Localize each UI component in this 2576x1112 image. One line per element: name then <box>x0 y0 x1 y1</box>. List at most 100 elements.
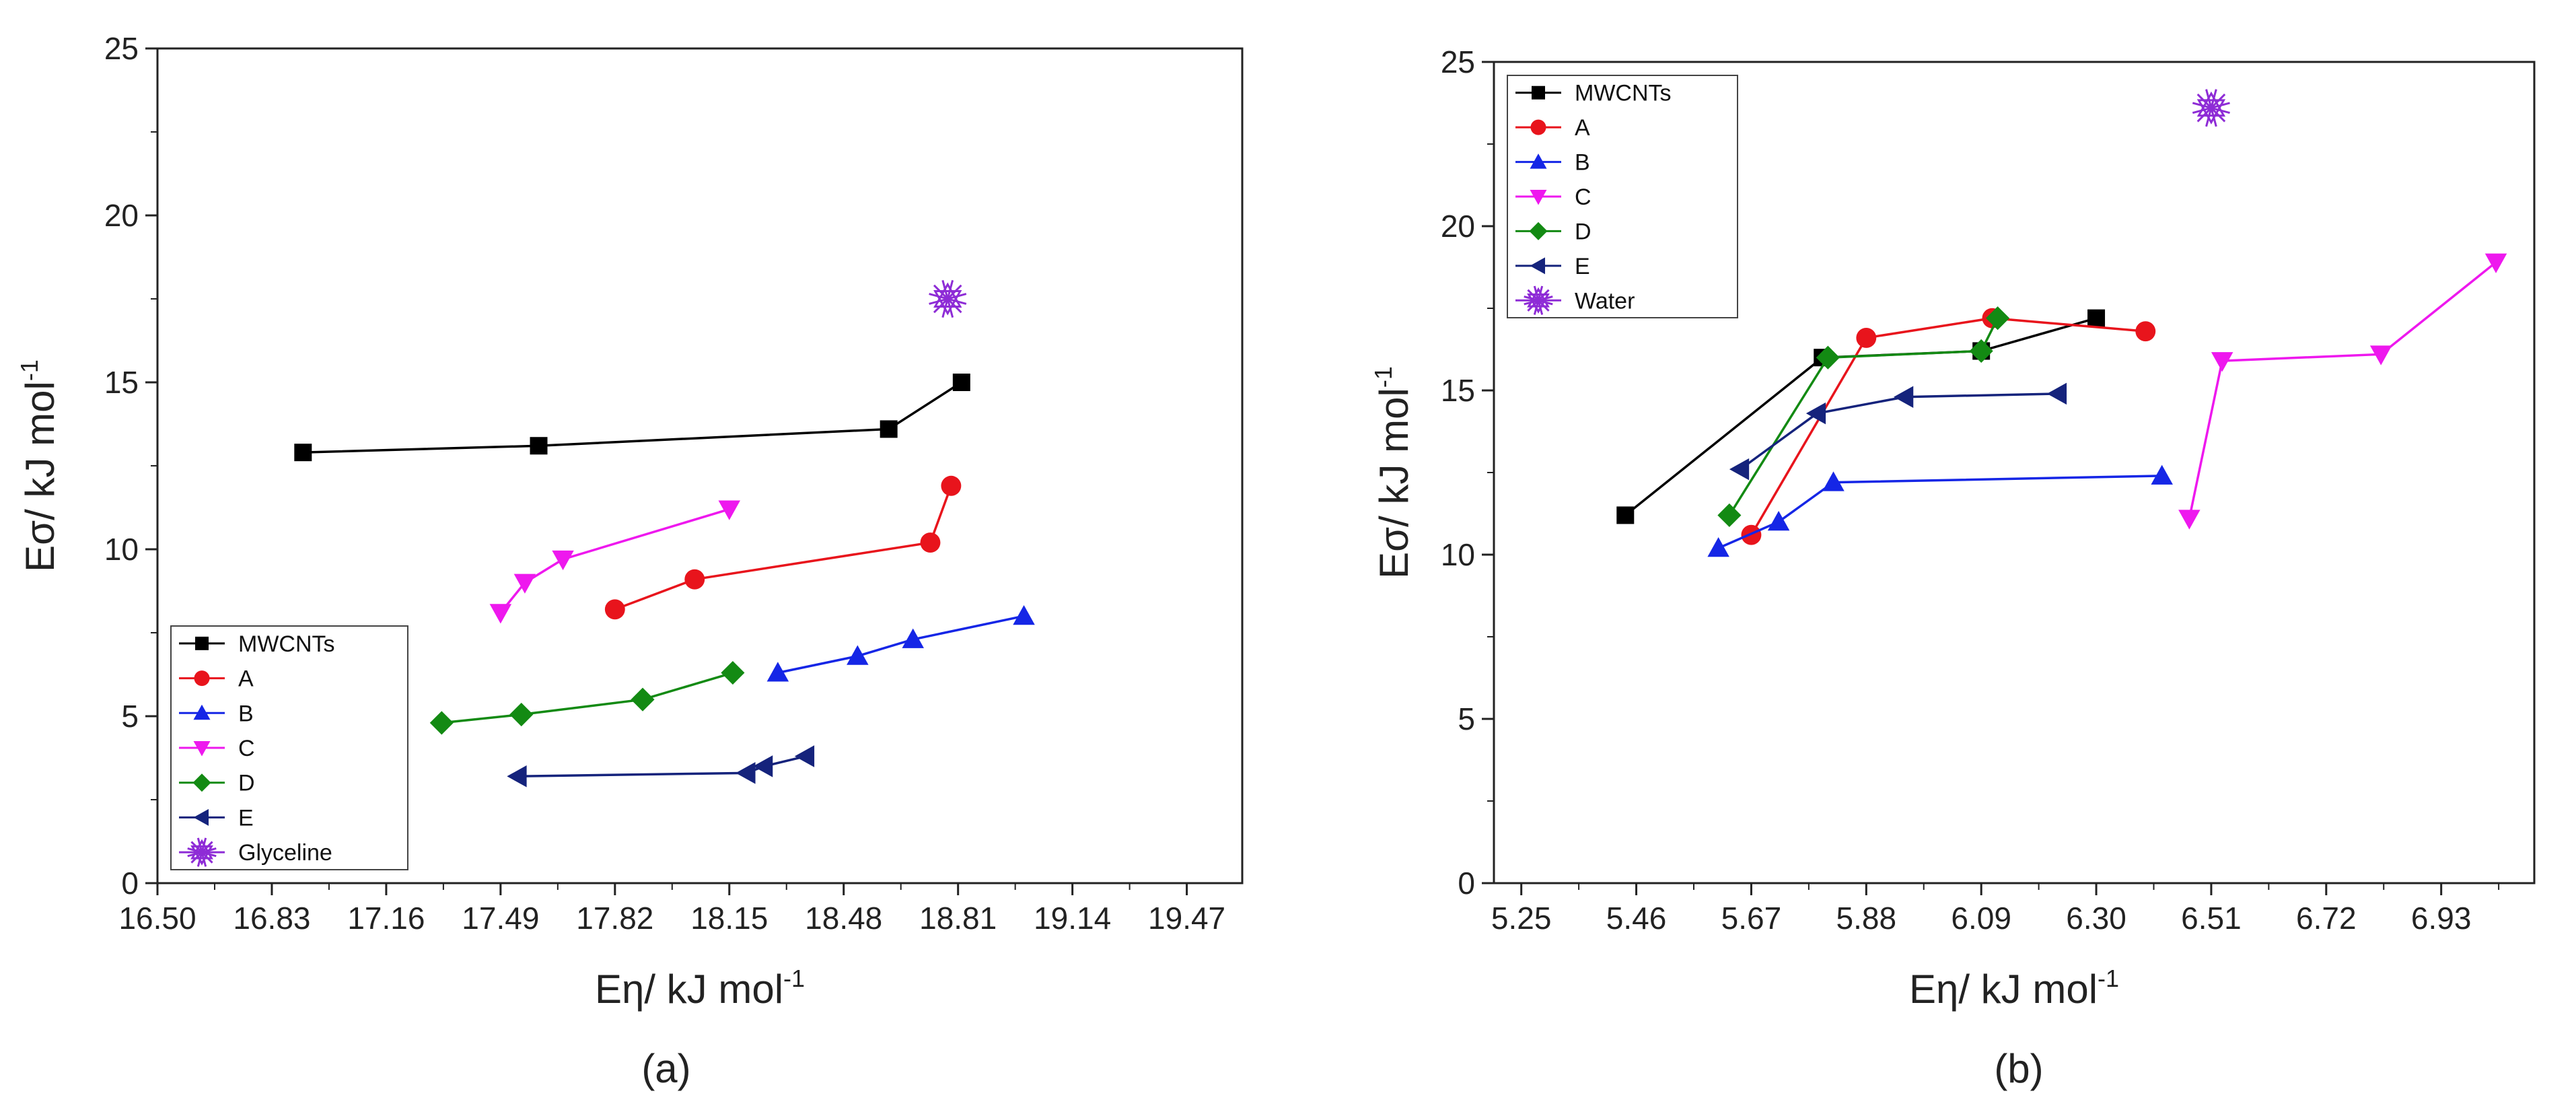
series-line <box>777 615 1024 674</box>
data-point <box>794 745 815 767</box>
legend-label: E <box>1575 254 1590 279</box>
series-b <box>1707 464 2173 557</box>
data-point <box>2178 510 2201 530</box>
legend-marker <box>1530 190 1547 205</box>
x-tick-label: 5.46 <box>1606 901 1667 936</box>
legend-label: Water <box>1575 288 1635 314</box>
series-line <box>499 508 730 614</box>
data-point <box>920 532 941 553</box>
legend-marker <box>194 670 210 687</box>
y-tick-label: 10 <box>1441 537 1475 572</box>
legend-label: MWCNTs <box>238 631 335 657</box>
panel-caption: (b) <box>1994 1046 2043 1091</box>
legend-item: Water <box>1515 285 1635 315</box>
legend-label: C <box>238 736 255 761</box>
data-point <box>718 500 741 520</box>
x-tick-label: 6.30 <box>2066 901 2126 936</box>
x-axis-title: Eη/ kJ mol-1 <box>595 965 805 1012</box>
data-point <box>1822 471 1845 491</box>
x-tick-label: 6.72 <box>2296 901 2357 936</box>
data-point <box>2151 464 2173 485</box>
data-point <box>1969 339 1993 363</box>
y-axis-title: Eσ/ kJ mol-1 <box>15 359 63 572</box>
legend-marker <box>192 773 211 792</box>
y-tick-label: 25 <box>1441 44 1475 79</box>
series-line <box>2188 261 2497 519</box>
series-a <box>604 475 962 620</box>
series-d <box>429 660 745 735</box>
x-tick-label: 17.82 <box>576 901 653 936</box>
data-point <box>2369 345 2392 366</box>
y-tick-label: 0 <box>121 866 139 901</box>
data-point <box>1707 536 1729 557</box>
legend-label: A <box>1575 115 1590 141</box>
data-point <box>684 569 705 590</box>
legend-label: B <box>238 701 254 726</box>
data-point <box>604 599 625 620</box>
series-line <box>1728 317 1999 516</box>
data-point <box>952 374 970 391</box>
legend-label: C <box>1575 184 1591 210</box>
data-point <box>513 574 536 594</box>
x-axis-title: Eη/ kJ mol-1 <box>1909 965 2119 1012</box>
series-c <box>489 500 741 624</box>
data-point <box>2484 253 2507 273</box>
legend-marker <box>193 704 211 720</box>
legend-marker <box>1529 221 1548 240</box>
data-point <box>1986 306 2010 331</box>
y-tick-label: 0 <box>1458 866 1475 901</box>
data-point <box>941 475 962 496</box>
data-point <box>552 550 574 571</box>
y-tick-label: 5 <box>1458 701 1475 736</box>
legend-marker <box>187 837 217 867</box>
data-point <box>753 755 773 777</box>
data-point <box>2192 89 2230 127</box>
data-point <box>2087 309 2106 327</box>
legend-item: B <box>1515 150 1590 176</box>
data-point <box>294 444 312 462</box>
data-point <box>509 702 534 727</box>
x-tick-label: 19.47 <box>1148 901 1225 936</box>
data-point <box>1616 506 1635 524</box>
x-tick-label: 16.50 <box>118 901 196 936</box>
y-tick-label: 20 <box>1441 209 1475 244</box>
data-point <box>1805 402 1826 425</box>
legend-marker <box>1524 285 1553 315</box>
legend-item: Glyceline <box>179 837 332 867</box>
series-line <box>614 485 953 611</box>
y-tick-label: 15 <box>1441 373 1475 408</box>
legend-item: A <box>1515 115 1590 141</box>
legend-item: C <box>1515 184 1591 210</box>
series-mwcnts <box>294 374 970 462</box>
series-a <box>1741 308 2156 545</box>
legend-label: MWCNTs <box>1575 81 1672 106</box>
y-tick-label: 5 <box>121 699 139 734</box>
data-point <box>1816 345 1840 370</box>
x-tick-label: 16.83 <box>233 901 310 936</box>
legend-marker <box>1532 85 1545 100</box>
x-tick-label: 5.67 <box>1721 901 1782 936</box>
data-point <box>1717 503 1742 527</box>
legend-item: D <box>179 771 255 796</box>
data-point <box>507 765 527 788</box>
legend-marker <box>1530 119 1546 135</box>
series-glyceline <box>929 279 967 318</box>
data-point <box>1767 510 1790 531</box>
series-line <box>1740 392 2059 471</box>
data-point <box>1856 327 1877 348</box>
chart-panel-b: 0 5 10 15 20 25 5.25 5.46 5.67 5.88 6.09 6.30 6.51 6.… <box>1369 44 2536 1091</box>
x-tick-label: 6.93 <box>2411 901 2472 936</box>
y-tick-label: 15 <box>104 365 139 400</box>
legend-item: MWCNTs <box>179 631 335 657</box>
legend-item: C <box>179 736 255 761</box>
series-c <box>2178 253 2507 530</box>
data-point <box>721 660 745 685</box>
legend-item: B <box>179 701 254 726</box>
series-line <box>303 381 962 454</box>
data-point <box>736 762 756 784</box>
legend-marker <box>195 636 209 650</box>
x-tick-label: 18.15 <box>690 901 768 936</box>
